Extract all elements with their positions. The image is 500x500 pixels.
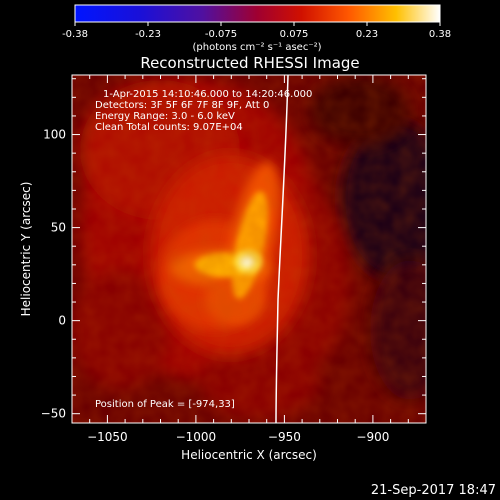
colorbar-tick-label: 0.23 (356, 29, 378, 40)
peak-position-label: Position of Peak = [-974,33] (95, 399, 235, 410)
x-tick-label: −950 (268, 430, 301, 444)
colorbar-ticks (74, 22, 441, 26)
heatmap-image (72, 75, 426, 423)
x-tick-label: −900 (356, 430, 389, 444)
y-tick-label: −50 (41, 407, 66, 421)
y-tick-label: 0 (58, 314, 66, 328)
x-tick-label: −1050 (87, 430, 128, 444)
colorbar-tick-label: 0.075 (280, 29, 309, 40)
colorbar-tick-label: -0.38 (62, 29, 88, 40)
colorbar-unit-label: (photons cm⁻² s⁻¹ asec⁻²) (192, 42, 321, 53)
chart-title: Reconstructed RHESSI Image (140, 54, 359, 72)
colorbar-tick-label: -0.075 (205, 29, 237, 40)
colorbar (74, 4, 441, 23)
y-tick-label: 100 (43, 128, 66, 142)
y-tick-label: 50 (51, 221, 66, 235)
x-tick-label: −1000 (176, 430, 217, 444)
colorbar-tick-label: -0.23 (135, 29, 161, 40)
footer-timestamp: 21-Sep-2017 18:47 (371, 483, 496, 498)
annotation-time-range: 1-Apr-2015 14:10:46.000 to 14:20:46.000 (103, 89, 312, 100)
y-axis: −50 0 50 100 (41, 78, 426, 421)
colorbar-tick-label: 0.38 (429, 29, 451, 40)
solar-limb-line (275, 75, 289, 423)
annotation-energy-range: Energy Range: 3.0 - 6.0 keV (95, 111, 235, 122)
annotation-detectors: Detectors: 3F 5F 6F 7F 8F 9F, Att 0 (95, 100, 269, 111)
y-axis-label: Heliocentric Y (arcsec) (19, 182, 33, 317)
x-axis-label: Heliocentric X (arcsec) (181, 448, 317, 462)
x-axis: −1050 −1000 −950 −900 (87, 75, 409, 444)
annotation-clean-counts: Clean Total counts: 9.07E+04 (95, 122, 243, 133)
